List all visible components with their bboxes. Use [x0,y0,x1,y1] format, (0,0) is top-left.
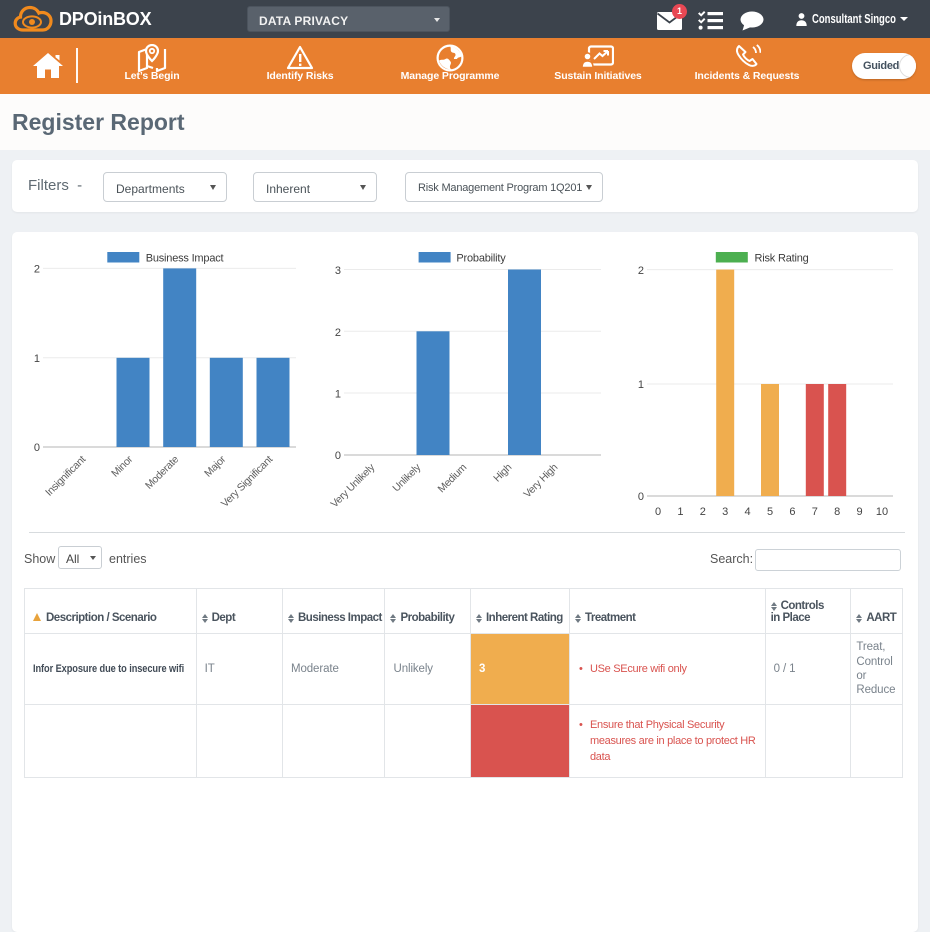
svg-text:Medium: Medium [436,461,470,495]
svg-text:2: 2 [335,327,341,339]
svg-text:Business Impact: Business Impact [146,253,224,265]
svg-text:4: 4 [745,506,751,518]
svg-text:Major: Major [202,453,229,480]
svg-text:Unlikely: Unlikely [390,461,424,495]
svg-text:0: 0 [335,450,341,462]
svg-text:10: 10 [876,506,888,518]
svg-text:2: 2 [700,506,706,518]
svg-text:Very High: Very High [521,461,560,500]
svg-text:2: 2 [34,264,40,276]
svg-text:Very Unlikely: Very Unlikely [328,461,377,510]
svg-text:Risk Rating: Risk Rating [755,253,809,265]
svg-text:Minor: Minor [109,453,136,480]
svg-text:Insignificant: Insignificant [43,453,88,498]
svg-text:5: 5 [767,506,773,518]
svg-text:9: 9 [857,506,863,518]
svg-text:3: 3 [335,265,341,277]
svg-text:8: 8 [834,506,840,518]
svg-text:1: 1 [335,389,341,401]
svg-text:High: High [491,461,514,484]
svg-text:7: 7 [812,506,818,518]
svg-text:0: 0 [34,442,40,454]
svg-text:Probability: Probability [456,253,506,265]
svg-text:1: 1 [638,379,644,391]
svg-text:0: 0 [638,491,644,503]
svg-text:Moderate: Moderate [143,453,181,491]
svg-text:6: 6 [789,506,795,518]
svg-text:1: 1 [34,353,40,365]
svg-text:0: 0 [655,506,661,518]
svg-text:1: 1 [677,506,683,518]
svg-text:3: 3 [722,506,728,518]
svg-text:2: 2 [638,265,644,277]
